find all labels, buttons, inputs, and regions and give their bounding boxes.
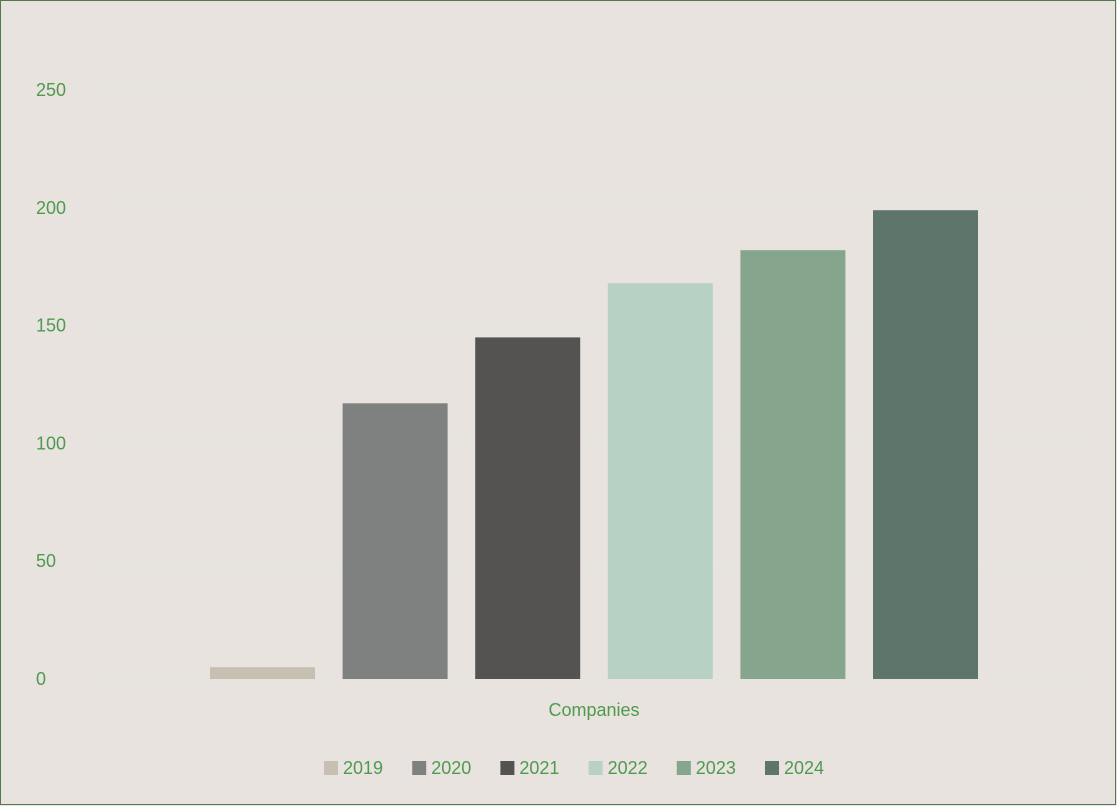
y-tick-label: 250 — [36, 80, 66, 100]
bar-2023 — [740, 250, 846, 679]
y-tick-label: 0 — [36, 669, 46, 689]
y-tick-label: 100 — [36, 433, 66, 453]
legend-label: 2024 — [784, 758, 824, 778]
bar-2021 — [475, 337, 581, 679]
legend-item-2020: 2020 — [412, 758, 471, 778]
bar-2022 — [607, 283, 713, 679]
legend-label: 2019 — [343, 758, 383, 778]
bar-2019 — [210, 667, 315, 679]
legend-item-2019: 2019 — [324, 758, 383, 778]
legend-item-2024: 2024 — [765, 758, 824, 778]
legend-swatch — [676, 761, 691, 775]
y-tick-label: 200 — [36, 198, 66, 218]
legend-swatch — [324, 761, 338, 775]
legend-label: 2023 — [696, 758, 736, 778]
legend-swatch — [500, 761, 515, 775]
bars — [210, 210, 978, 679]
legend-item-2022: 2022 — [588, 758, 648, 778]
y-tick-label: 150 — [36, 316, 66, 336]
legend-item-2023: 2023 — [676, 758, 736, 778]
y-axis-ticks: 0 50 100 150 200 250 — [36, 80, 66, 689]
x-category-label: Companies — [548, 700, 639, 720]
legend-swatch — [765, 761, 779, 775]
legend-swatch — [588, 761, 603, 775]
legend-item-2021: 2021 — [500, 758, 559, 778]
bar-2024 — [873, 210, 978, 679]
legend-label: 2020 — [431, 758, 471, 778]
bar-2020 — [342, 403, 448, 679]
y-tick-label: 50 — [36, 551, 56, 571]
legend-label: 2022 — [608, 758, 648, 778]
legend: 2019 2020 2021 2022 2023 2024 — [324, 758, 824, 778]
legend-label: 2021 — [519, 758, 559, 778]
legend-swatch — [412, 761, 427, 775]
